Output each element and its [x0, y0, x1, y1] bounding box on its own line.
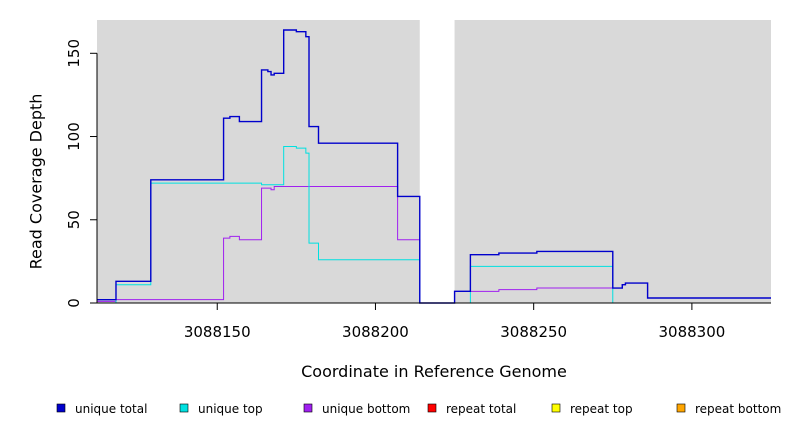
legend-label: repeat top	[570, 402, 633, 416]
y-axis-ticks: 0 50 100 150	[65, 39, 98, 308]
x-axis-ticks: 3088150 3088200 3088250 3088300	[184, 303, 725, 341]
legend-item-repeat-total: repeat total	[427, 402, 516, 416]
legend-swatch	[551, 403, 561, 413]
legend-label: repeat bottom	[695, 402, 781, 416]
legend-swatch	[303, 403, 313, 413]
y-tick-label: 0	[65, 298, 83, 308]
legend-item-unique-bottom: unique bottom	[303, 402, 410, 416]
gap-region	[419, 20, 455, 303]
legend-swatch	[56, 403, 66, 413]
legend-label: repeat total	[446, 402, 516, 416]
x-tick-label: 3088300	[658, 323, 725, 341]
y-tick-label: 100	[65, 122, 83, 151]
y-tick-label: 50	[65, 210, 83, 229]
x-tick-label: 3088150	[184, 323, 251, 341]
legend-label: unique bottom	[322, 402, 410, 416]
legend-swatch	[676, 403, 686, 413]
x-tick-label: 3088250	[500, 323, 567, 341]
legend-label: unique total	[75, 402, 147, 416]
legend: unique total unique top unique bottom repea…	[56, 402, 781, 416]
y-axis-label: Read Coverage Depth	[27, 94, 46, 270]
legend-label: unique top	[198, 402, 263, 416]
legend-swatch	[427, 403, 437, 413]
y-tick-label: 150	[65, 39, 83, 68]
x-axis-label: Coordinate in Reference Genome	[301, 362, 567, 381]
series-line-unique-total	[97, 29, 771, 304]
legend-item-repeat-bottom: repeat bottom	[676, 402, 781, 416]
x-tick-label: 3088200	[342, 323, 409, 341]
legend-item-unique-top: unique top	[179, 402, 263, 416]
legend-item-repeat-top: repeat top	[551, 402, 633, 416]
legend-swatch	[179, 403, 189, 413]
legend-item-unique-total: unique total	[56, 402, 147, 416]
